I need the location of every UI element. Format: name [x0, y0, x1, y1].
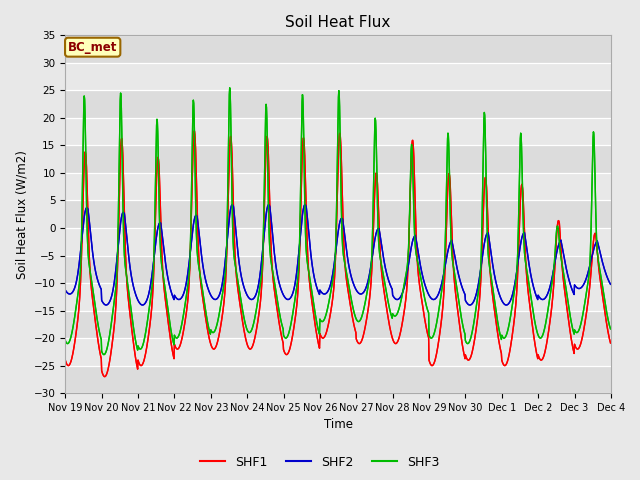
Line: SHF1: SHF1 [65, 131, 611, 377]
SHF3 [543, 316, 550, 322]
SHF2 [244, 294, 252, 300]
SHF2 [543, 293, 550, 299]
SHF2 [466, 302, 474, 308]
SHF3 [226, 85, 234, 91]
Bar [65, 63, 611, 90]
SHF1 [101, 374, 109, 380]
SHF2 [61, 287, 69, 293]
Bar [65, 118, 611, 145]
SHF1 [61, 357, 69, 363]
SHF3 [183, 289, 191, 295]
Bar [65, 283, 611, 311]
Legend: SHF1, SHF2, SHF3: SHF1, SHF2, SHF3 [195, 451, 445, 474]
X-axis label: Time: Time [324, 419, 353, 432]
SHF3 [423, 306, 431, 312]
SHF3 [495, 323, 502, 329]
Bar [65, 145, 611, 173]
SHF3 [170, 341, 177, 347]
Bar [65, 36, 611, 63]
SHF1 [495, 335, 502, 341]
Bar [65, 228, 611, 255]
Title: Soil Heat Flux: Soil Heat Flux [285, 15, 391, 30]
Bar [65, 201, 611, 228]
Y-axis label: Soil Heat Flux (W/m2): Soil Heat Flux (W/m2) [15, 150, 28, 279]
Line: SHF2: SHF2 [65, 204, 611, 305]
Bar [65, 311, 611, 338]
SHF1 [170, 354, 177, 360]
Bar [65, 338, 611, 366]
SHF1 [183, 305, 191, 311]
Bar [65, 366, 611, 393]
SHF1 [191, 128, 198, 134]
SHF1 [423, 329, 431, 335]
SHF2 [607, 281, 614, 287]
SHF3 [607, 326, 614, 332]
SHF2 [495, 288, 502, 294]
SHF1 [244, 344, 252, 350]
SHF3 [61, 337, 69, 343]
SHF1 [607, 340, 614, 346]
SHF2 [182, 279, 190, 285]
Text: BC_met: BC_met [68, 41, 117, 54]
SHF1 [543, 342, 550, 348]
SHF2 [423, 287, 431, 293]
Bar [65, 90, 611, 118]
SHF3 [244, 329, 252, 335]
SHF2 [228, 202, 236, 207]
Bar [65, 173, 611, 201]
SHF2 [170, 295, 177, 300]
Line: SHF3: SHF3 [65, 88, 611, 355]
SHF3 [100, 352, 108, 358]
Bar [65, 255, 611, 283]
